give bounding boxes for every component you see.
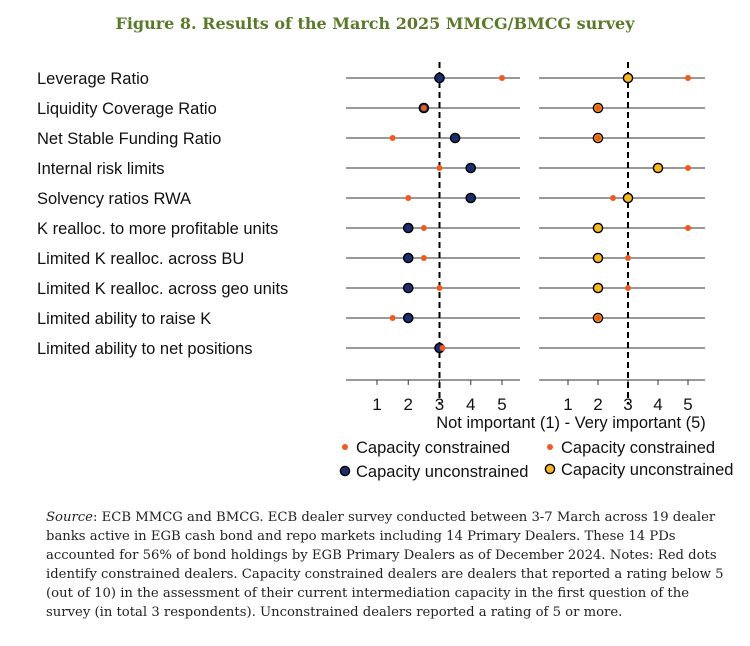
point-unconstrained [402,312,414,324]
point-unconstrained [449,132,461,144]
point-unconstrained [402,282,414,294]
point-constrained [436,165,443,171]
point-constrained [420,225,427,231]
category-label: Limited K realloc. across BU [37,250,244,268]
x-tick-label: 4 [653,395,662,414]
source-note: Source: ECB MMCG and BMCG. ECB dealer su… [46,508,724,622]
point-constrained [610,195,616,201]
point-constrained [439,345,446,351]
x-tick-label: 5 [683,395,692,414]
x-tick-label: 3 [623,395,632,414]
dot-plot-chart: Leverage Ratio Liquidity Coverage Ratio Ne… [37,62,733,481]
point-unconstrained [622,72,634,84]
legend-marker [547,444,553,450]
point-unconstrained [434,72,445,84]
point-constrained [499,75,505,81]
panel-left: 1 2 3 4 5 [346,62,520,414]
category-label: Limited ability to raise K [37,310,211,328]
point-constrained [595,315,601,321]
category-label: Limited K realloc. across geo units [37,280,288,298]
category-label: Solvency ratios RWA [37,190,191,208]
panel-right: 1 2 3 4 5 [539,62,705,414]
point-unconstrained [402,252,414,264]
point-unconstrained [622,192,634,204]
category-label: Limited ability to net positions [37,340,253,358]
point-constrained [389,135,396,141]
point-constrained [625,255,631,261]
point-constrained [595,135,601,141]
x-tick-label: 5 [497,395,506,414]
source-label: Source [46,510,93,525]
x-tick-label: 3 [435,395,444,414]
legend: Capacity constrained Capacity unconstrain… [339,439,733,481]
legend-label: Capacity unconstrained [561,461,733,479]
figure-title: Figure 8. Results of the March 2025 MMCG… [115,14,635,33]
x-tick-label: 1 [372,395,381,414]
category-label: K realloc. to more profitable units [37,220,278,238]
point-constrained [420,255,427,261]
point-unconstrained [592,252,604,264]
point-constrained [389,315,396,321]
legend-marker [339,465,351,477]
point-constrained [420,105,427,111]
x-axis-label: Not important (1) - Very important (5) [436,414,706,432]
point-unconstrained [592,222,604,234]
legend-label: Capacity constrained [356,439,510,457]
point-unconstrained [465,192,477,204]
point-constrained [436,285,443,291]
legend-marker [544,463,556,475]
point-unconstrained [465,162,477,174]
point-unconstrained [592,282,604,294]
legend-marker [342,444,348,450]
point-constrained [685,75,691,81]
point-constrained [595,105,601,111]
point-constrained [625,285,631,291]
legend-label: Capacity unconstrained [356,463,528,481]
point-constrained [405,195,412,201]
x-axis-label-group: Not important (1) - Very important (5) [436,414,706,432]
category-label: Liquidity Coverage Ratio [37,100,217,118]
category-label: Internal risk limits [37,160,164,178]
point-constrained [685,165,691,171]
source-text: : ECB MMCG and BMCG. ECB dealer survey c… [46,510,724,620]
x-tick-label: 1 [563,395,572,414]
legend-label: Capacity constrained [561,439,715,457]
point-unconstrained [652,162,664,174]
category-label: Net Stable Funding Ratio [37,130,221,148]
point-constrained [685,225,691,231]
x-tick-label: 4 [466,395,475,414]
category-labels: Leverage Ratio Liquidity Coverage Ratio Ne… [37,70,288,358]
x-tick-label: 2 [593,395,602,414]
category-label: Leverage Ratio [37,70,149,88]
x-tick-label: 2 [404,395,413,414]
point-unconstrained [402,222,414,234]
